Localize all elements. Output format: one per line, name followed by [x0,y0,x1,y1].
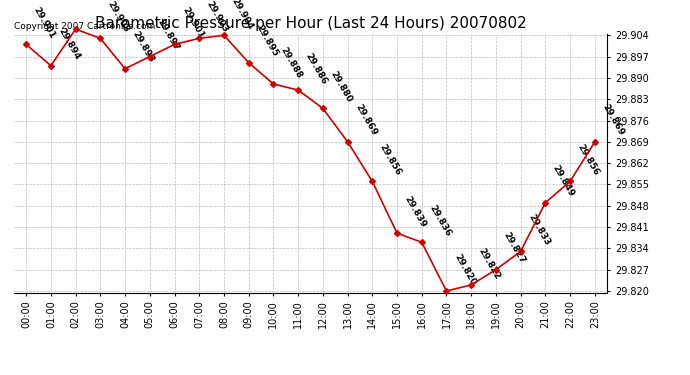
Text: 29.869: 29.869 [600,103,626,138]
Text: 29.833: 29.833 [526,213,551,247]
Text: 29.869: 29.869 [353,103,378,138]
Text: 29.906: 29.906 [0,374,1,375]
Text: Copyright 2007 Cartronics.com: Copyright 2007 Cartronics.com [14,22,155,31]
Text: 29.820: 29.820 [452,252,477,287]
Text: 29.856: 29.856 [575,142,601,177]
Text: 29.903: 29.903 [106,0,131,34]
Text: 29.893: 29.893 [130,30,156,64]
Text: 29.894: 29.894 [57,27,81,62]
Text: 29.856: 29.856 [378,142,403,177]
Text: 29.880: 29.880 [328,70,353,104]
Text: 29.822: 29.822 [477,246,502,281]
Text: 29.903: 29.903 [205,0,230,34]
Title: Barometric Pressure per Hour (Last 24 Hours) 20070802: Barometric Pressure per Hour (Last 24 Ho… [95,16,526,31]
Text: 29.886: 29.886 [304,51,329,86]
Text: 29.904: 29.904 [230,0,255,31]
Text: 29.849: 29.849 [551,164,576,198]
Text: 29.827: 29.827 [502,231,526,266]
Text: 29.839: 29.839 [402,194,428,229]
Text: 29.836: 29.836 [427,204,453,238]
Text: 29.901: 29.901 [32,6,57,40]
Text: 29.897: 29.897 [155,18,181,53]
Text: 29.901: 29.901 [180,6,205,40]
Text: 29.895: 29.895 [254,24,279,58]
Text: 29.888: 29.888 [279,45,304,80]
